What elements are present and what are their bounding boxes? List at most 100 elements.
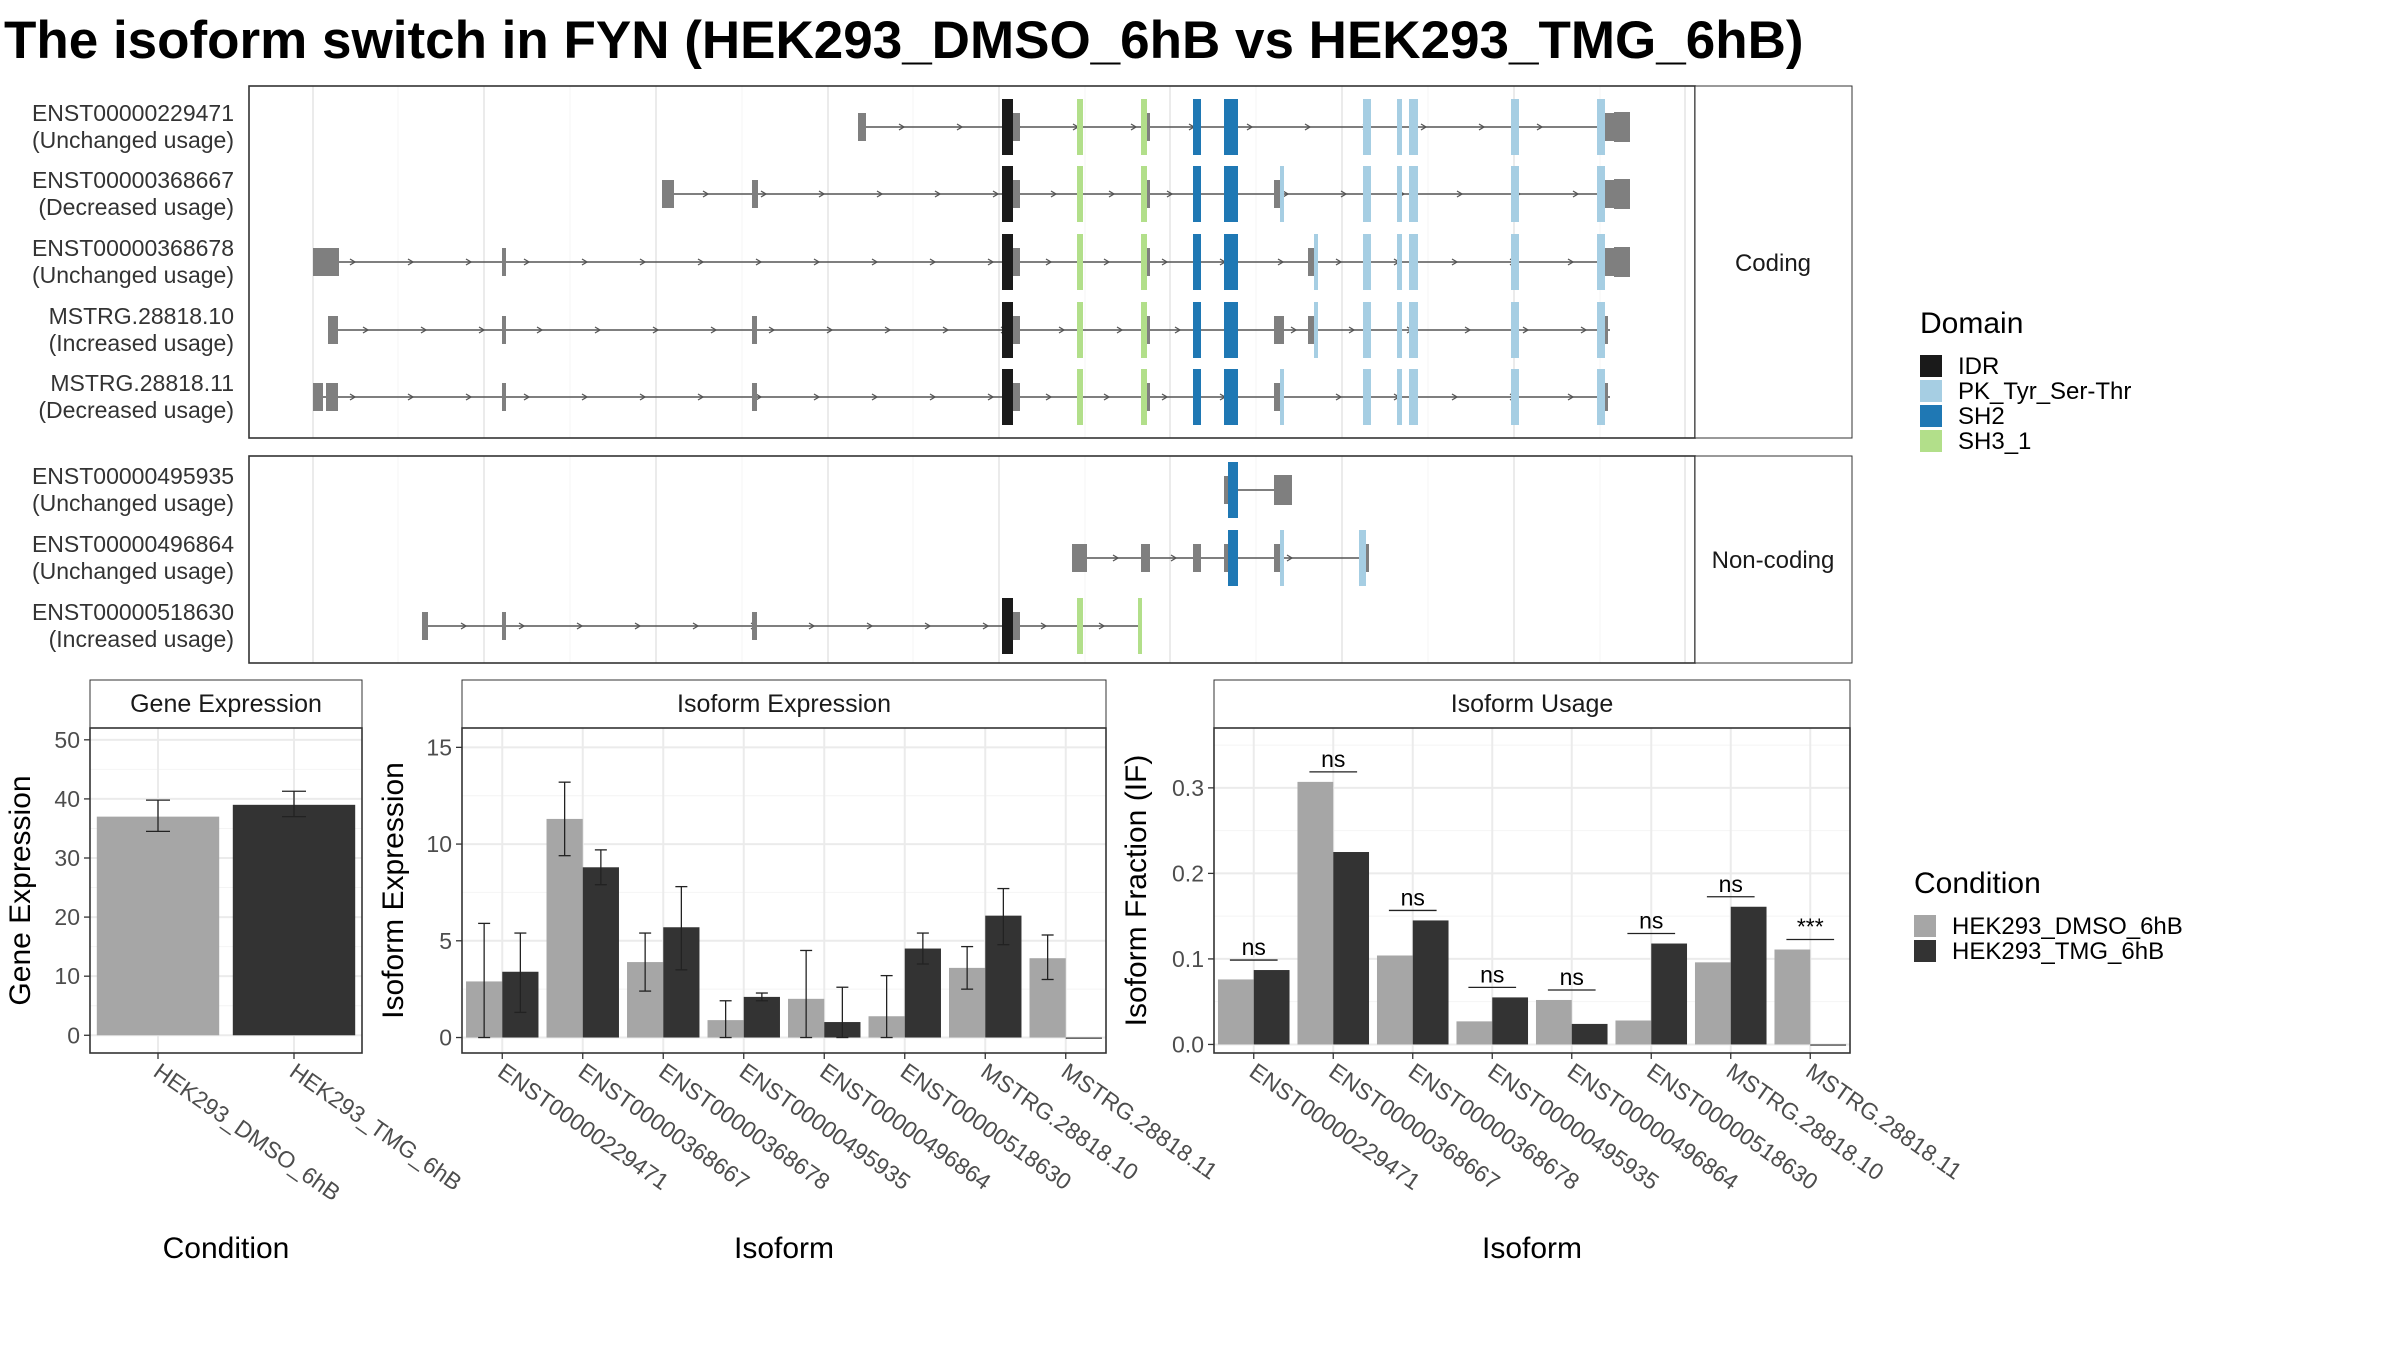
intron-arrow bbox=[808, 622, 816, 630]
exon-block bbox=[752, 383, 757, 411]
exon-block bbox=[1274, 383, 1280, 411]
intron-arrow bbox=[1166, 190, 1174, 198]
structure-grid bbox=[249, 86, 1695, 663]
x-axis-title: Isoform bbox=[734, 1232, 834, 1265]
exon-block bbox=[1314, 234, 1318, 290]
intron-arrow bbox=[1580, 326, 1588, 334]
exon-block bbox=[1013, 383, 1020, 411]
intron-arrow bbox=[987, 258, 995, 266]
exon-block bbox=[1224, 99, 1238, 155]
panel-border bbox=[89, 727, 363, 1054]
exon-block bbox=[313, 248, 339, 276]
exon-block bbox=[1605, 113, 1614, 141]
intron-arrow bbox=[876, 190, 884, 198]
intron-arrow bbox=[1286, 554, 1294, 562]
noncoding-strip-label: Non-coding bbox=[1712, 547, 1835, 574]
intron-arrow bbox=[576, 622, 584, 630]
exon-block bbox=[1002, 99, 1013, 155]
intron-arrow bbox=[818, 190, 826, 198]
intron-arrow bbox=[1246, 123, 1254, 131]
legend-label-sh2: SH2 bbox=[1958, 403, 2005, 430]
intron-arrow bbox=[1045, 258, 1053, 266]
exon-block bbox=[1077, 369, 1083, 425]
y-tick-label: 10 bbox=[426, 831, 452, 857]
legend-swatch-sh2 bbox=[1920, 405, 1942, 427]
exon-block bbox=[1013, 316, 1020, 344]
exon-block bbox=[1359, 530, 1366, 586]
intron-arrow bbox=[1522, 326, 1530, 334]
transcript-id-label: ENST00000229471 bbox=[32, 100, 234, 126]
noncoding-strip bbox=[1694, 455, 1853, 664]
exon-block bbox=[1141, 99, 1147, 155]
exon-block bbox=[1013, 612, 1020, 640]
exon-block bbox=[1597, 369, 1605, 425]
bar-dmso bbox=[1774, 949, 1811, 1045]
condition-legend-title: Condition bbox=[1914, 867, 2041, 900]
exon-block bbox=[1147, 248, 1150, 276]
panel-strip bbox=[461, 679, 1107, 729]
bar-tmg bbox=[1333, 852, 1370, 1045]
exon-block bbox=[1366, 544, 1369, 572]
exon-block bbox=[858, 113, 866, 141]
legend-label-sh3-1: SH3_1 bbox=[1958, 428, 2031, 455]
intron-arrow bbox=[1456, 190, 1464, 198]
intron-arrow bbox=[813, 393, 821, 401]
transcript-tracks bbox=[313, 99, 1630, 654]
exon-block bbox=[1274, 180, 1280, 208]
exon-block bbox=[1193, 166, 1201, 222]
figure-title: The isoform switch in FYN (HEK293_DMSO_6… bbox=[4, 11, 1804, 70]
exon-block bbox=[1511, 369, 1519, 425]
intron-arrow bbox=[992, 190, 1000, 198]
intron-arrow bbox=[523, 258, 531, 266]
significance-label: ns bbox=[1480, 961, 1504, 987]
intron-arrow bbox=[1174, 326, 1182, 334]
intron-arrow bbox=[1098, 622, 1106, 630]
y-axis-title: Isoform Expression bbox=[377, 762, 410, 1019]
transcript-track-8 bbox=[422, 598, 1142, 654]
structure-panel: ENST00000229471 (Unchanged usage) ENST0000… bbox=[32, 85, 1853, 664]
intron-arrow bbox=[1304, 123, 1312, 131]
intron-arrow bbox=[697, 258, 705, 266]
exon-block bbox=[1193, 99, 1201, 155]
bar-tmg bbox=[1412, 920, 1449, 1045]
x-axis-title: Isoform bbox=[1482, 1232, 1582, 1265]
exon-block bbox=[328, 316, 338, 344]
transcript-id-label: ENST00000518630 bbox=[32, 599, 234, 625]
intron-arrow bbox=[1050, 190, 1058, 198]
intron-arrow bbox=[929, 393, 937, 401]
exon-block bbox=[1141, 544, 1150, 572]
exon-block bbox=[1409, 234, 1418, 290]
exon-block bbox=[1193, 544, 1201, 572]
exon-block bbox=[1280, 530, 1284, 586]
bar-dmso bbox=[1297, 781, 1334, 1045]
y-tick-label: 15 bbox=[426, 734, 452, 760]
exon-block bbox=[1147, 113, 1150, 141]
condition-legend: Condition HEK293_DMSO_6hB HEK293_TMG_6hB bbox=[1914, 867, 2183, 965]
intron-arrow bbox=[407, 258, 415, 266]
exon-block bbox=[1002, 302, 1013, 358]
exon-block bbox=[1077, 166, 1083, 222]
y-tick-label: 0 bbox=[67, 1022, 80, 1048]
y-tick-label: 0.0 bbox=[1172, 1031, 1204, 1057]
exon-block bbox=[752, 612, 757, 640]
intron-arrow bbox=[1277, 258, 1285, 266]
exon-block bbox=[1397, 234, 1402, 290]
intron-arrow bbox=[942, 326, 950, 334]
intron-arrow bbox=[1572, 190, 1580, 198]
intron-arrow bbox=[349, 393, 357, 401]
exon-block bbox=[1013, 248, 1020, 276]
y-tick-label: 0.1 bbox=[1172, 946, 1204, 972]
exon-block bbox=[1224, 544, 1228, 572]
intron-arrow bbox=[1103, 258, 1111, 266]
intron-arrow bbox=[518, 622, 526, 630]
transcript-track-2 bbox=[662, 166, 1630, 222]
exon-block bbox=[1363, 234, 1371, 290]
exon-block bbox=[1363, 369, 1371, 425]
intron-arrow bbox=[813, 258, 821, 266]
legend-swatch-pk-tyr-ser-thr bbox=[1920, 380, 1942, 402]
transcript-usage-label: (Unchanged usage) bbox=[32, 490, 234, 516]
y-axis-title: Gene Expression bbox=[4, 775, 37, 1005]
exon-block bbox=[1511, 166, 1519, 222]
intron-arrow bbox=[1112, 554, 1120, 562]
